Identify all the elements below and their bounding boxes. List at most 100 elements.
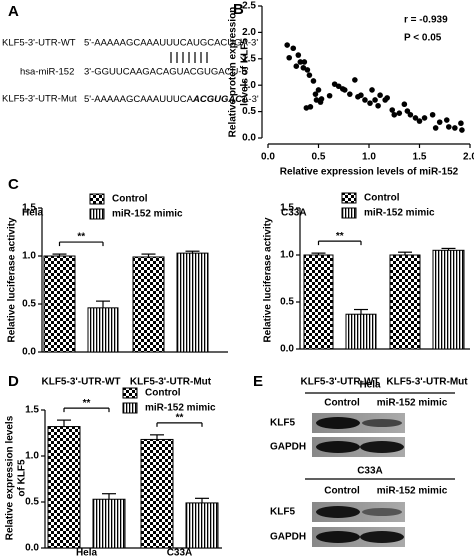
lane-label: miR-152 mimic (377, 398, 448, 409)
point (401, 101, 408, 108)
y-tick-label: 0.5 (25, 497, 39, 508)
annotation: P < 0.05 (404, 33, 442, 44)
wt-seq: 5'-AAAAAGCAAAUUUCAUGCACUGA-3' (84, 38, 258, 49)
point (358, 92, 364, 99)
legend-swatch (122, 402, 138, 414)
point (297, 59, 304, 65)
mut-seq-part: 5'-AAAAAGCAAAUUUCA (84, 94, 194, 105)
point (352, 77, 358, 83)
legend-label: miR-152 mimic (364, 208, 435, 219)
band (316, 506, 360, 518)
point (432, 125, 439, 131)
blot-hela: Hela Control miR-152 mimic KLF5 GAPDH (270, 380, 455, 457)
y-tick-label: 1.0 (242, 80, 256, 91)
y-tick-label: 2.5 (242, 1, 256, 12)
pairing-bars (170, 52, 208, 63)
bar (87, 307, 119, 353)
significance-label: ** (83, 398, 91, 409)
legend-label: miR-152 mimic (145, 403, 216, 414)
mir-name: hsa-miR-152 (20, 67, 74, 78)
y-axis-label: of KLF5 (17, 459, 28, 497)
mut-seq-part: ACGUGAC (192, 94, 242, 105)
point (375, 102, 381, 109)
wt-name: KLF5-3'-UTR-WT (2, 38, 76, 49)
point (429, 111, 436, 118)
y-tick-label: 0.0 (25, 543, 39, 554)
y-tick-label: 1.0 (280, 250, 294, 261)
band (316, 441, 360, 453)
x-axis-label: Relative expression levels of miR-152 (280, 167, 459, 178)
bar (185, 502, 219, 549)
bar (389, 254, 421, 350)
legend-label: Control (112, 194, 148, 205)
chart-title: C33A (281, 208, 307, 219)
point (326, 92, 333, 99)
lane-label: Control (324, 398, 360, 409)
significance-label: ** (77, 232, 85, 243)
y-tick-label: 2.0 (242, 27, 256, 38)
point (347, 91, 353, 97)
x-tick-label: KLF5-3'-UTR-Mut (386, 377, 468, 388)
point (445, 124, 452, 130)
y-axis-label: Relative luciferase activity (7, 217, 18, 343)
point (436, 119, 443, 125)
point (303, 105, 310, 111)
bar (345, 313, 377, 350)
mut-name: KLF5-3'-UTR-Mut (2, 94, 77, 105)
point (367, 100, 373, 106)
y-axis-label: Relative luciferase activity (263, 217, 274, 343)
point (443, 117, 450, 123)
legend-label: Control (364, 193, 400, 204)
row-label: GAPDH (270, 442, 306, 453)
point (304, 67, 311, 73)
point (301, 59, 308, 65)
band (360, 531, 404, 543)
band (316, 531, 360, 543)
point (384, 95, 390, 101)
band (360, 441, 404, 453)
point (377, 92, 383, 99)
x-tick-label: KLF5-3'-UTR-WT (300, 377, 379, 388)
chart-title: Hela (22, 208, 44, 219)
y-tick-label: 0.0 (280, 344, 294, 355)
annotation: r = -0.939 (404, 15, 448, 26)
point (421, 115, 428, 121)
point (416, 118, 423, 124)
mut-seq-part: A-3' (242, 94, 259, 105)
lane-label: Control (324, 486, 360, 497)
significance-label: ** (336, 231, 344, 242)
point (396, 110, 403, 116)
band (316, 417, 360, 429)
point (310, 78, 317, 84)
x-tick-label: 1.0 (362, 152, 376, 163)
y-tick-label: 0.5 (280, 297, 294, 308)
legend-swatch (89, 193, 105, 205)
point (341, 87, 348, 93)
lane-label: miR-152 mimic (377, 486, 448, 497)
point (362, 97, 368, 103)
point (458, 120, 464, 127)
point (315, 87, 322, 93)
mut-seq: 5'-AAAAAGCAAAUUUCAACGUGACA-3' (84, 94, 259, 105)
point (284, 42, 290, 48)
y-tick-label: 1.5 (242, 53, 256, 64)
y-tick-label: 1.5 (22, 203, 36, 214)
legend-label: miR-152 mimic (112, 209, 183, 220)
y-tick-label: 0.5 (22, 299, 36, 310)
bar (47, 426, 81, 549)
point (407, 111, 414, 118)
legend-swatch (341, 207, 357, 219)
blot-c33a: C33A Control miR-152 mimic KLF5 GAPDH (270, 466, 455, 547)
significance-label: ** (176, 412, 184, 423)
x-tick-label: C33A (167, 548, 193, 559)
y-axis-label: Relative expression levels (5, 415, 16, 540)
y-tick-label: 0.5 (242, 106, 256, 117)
y-tick-label: 1.5 (280, 203, 294, 214)
panel-label: D (8, 373, 19, 390)
row-label: KLF5 (270, 507, 295, 518)
x-tick-label: 0.0 (261, 152, 275, 163)
x-tick-label: Hela (76, 548, 98, 559)
y-tick-label: 1.5 (25, 405, 39, 416)
point (412, 115, 419, 121)
point (306, 72, 313, 78)
